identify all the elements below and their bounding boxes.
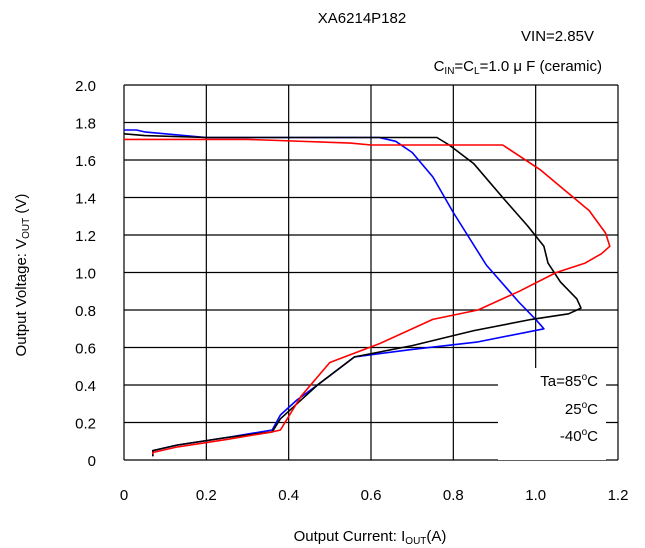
vin-condition: VIN=2.85V [521,28,594,45]
x-axis-label: Output Current: IOUT(A) [294,528,447,547]
y-tick-label: 0 [88,453,96,470]
legend-background [498,368,606,460]
cap-c1: C [434,58,445,75]
x-tick-labels: 0 0.2 0.4 0.6 0.8 1.0 1.2 [120,487,629,504]
y-label-sub: OUT [21,218,32,239]
capacitor-condition: CIN=CL=1.0 μ F (ceramic) [434,58,602,77]
x-label-sub: OUT [405,536,426,547]
x-label-unit: (A) [426,528,446,545]
chart-title: XA6214P182 [318,10,406,27]
cap-sub-l: L [474,66,480,77]
series-line [124,138,611,455]
x-tick-label: 0.6 [361,487,382,504]
y-tick-label: 1.0 [75,266,96,283]
series-line [124,129,545,457]
y-tick-label: 1.2 [75,228,96,245]
cap-sub-in: IN [444,66,454,77]
legend-entry: Ta=85oC [540,372,598,390]
y-tick-label: 0.4 [75,378,96,395]
cap-eq: =C [454,58,474,75]
y-tick-label: 1.4 [75,191,96,208]
y-tick-label: 1.6 [75,153,96,170]
series-line [123,133,582,457]
x-label-main: Output Current: I [294,528,406,545]
y-tick-label: 0.8 [75,303,96,320]
series-lines [123,129,611,457]
x-tick-label: 1.2 [608,487,629,504]
x-tick-label: 0.4 [278,487,299,504]
y-label-unit: (V) [13,194,30,218]
y-tick-label: 2.0 [75,78,96,95]
legend: Ta=85oC 25oC -40oC [540,372,598,445]
y-label-main: Output Voltage: V [13,239,30,357]
y-tick-label: 0.2 [75,416,96,433]
y-axis-label: Output Voltage: VOUT (V) [13,194,32,357]
x-tick-label: 1.0 [525,487,546,504]
y-tick-labels: 0 0.2 0.4 0.6 0.8 1.0 1.2 1.4 1.6 1.8 2.0 [75,78,96,470]
x-tick-label: 0.2 [196,487,217,504]
x-tick-label: 0.8 [443,487,464,504]
legend-entry: -40oC [560,427,598,445]
x-tick-label: 0 [120,487,128,504]
legend-entry: 25oC [565,400,598,418]
y-tick-label: 1.8 [75,116,96,133]
cap-value: =1.0 μ F (ceramic) [480,58,602,75]
y-tick-label: 0.6 [75,341,96,358]
